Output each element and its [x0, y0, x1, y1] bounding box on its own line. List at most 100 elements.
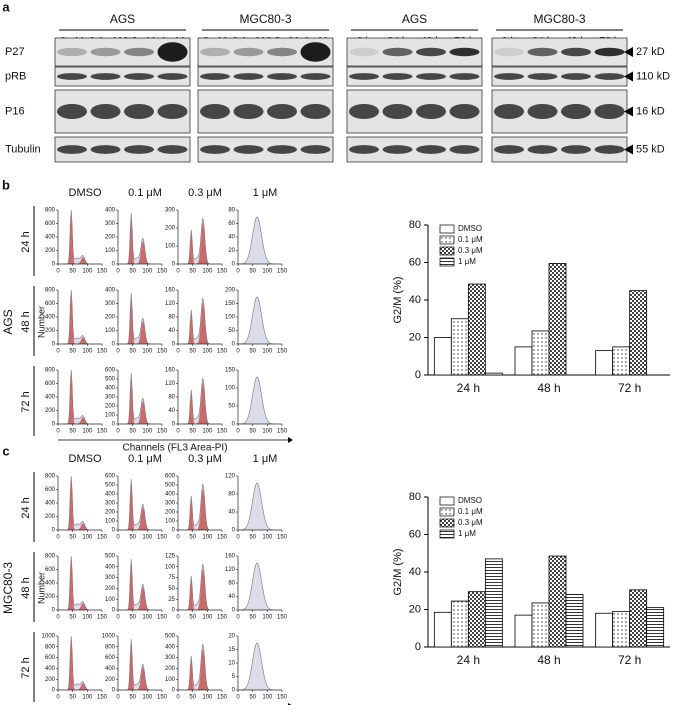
blot-band: [349, 103, 379, 120]
x-tick-label: 50: [129, 615, 136, 621]
y-tick-label: 800: [45, 288, 56, 294]
y-tick-label: 80: [168, 315, 175, 321]
y-tick-label: 80: [228, 581, 235, 587]
y-tick-label: 800: [45, 208, 56, 214]
y-tick-label: 300: [105, 395, 116, 401]
y-tick-label: 100: [225, 386, 236, 392]
x-tick-label: 150: [277, 269, 288, 275]
x-tick-label: 50: [129, 695, 136, 701]
x-tick-label: 50: [69, 429, 76, 435]
histogram-fit: [178, 648, 222, 690]
x-tick-label: 150: [157, 349, 168, 355]
x-tick-label: 100: [262, 535, 273, 541]
legend-label: DMSO: [458, 224, 482, 233]
histogram-envelope: [237, 376, 282, 425]
y-tick-label: 100: [105, 413, 116, 419]
y-tick-label: 200: [105, 235, 116, 241]
blot-band: [594, 47, 625, 57]
bar: [531, 602, 550, 648]
y-tick-label: 500: [105, 377, 116, 383]
y-tick-label: 100: [165, 564, 176, 570]
legend-swatch: [439, 224, 455, 234]
row-label: Tubulin: [5, 143, 41, 155]
bar: [514, 346, 533, 376]
y-tick-label: 200: [165, 666, 176, 672]
y-tick-label: 125: [165, 554, 176, 560]
x-tick-label: 150: [97, 695, 108, 701]
y-tick-label: 0: [112, 422, 116, 428]
blot-band: [449, 47, 480, 57]
y-tick-label: 200: [45, 677, 56, 683]
x-tick-label: 0: [176, 695, 180, 701]
x-tick-label: 150: [277, 349, 288, 355]
x-tick-label: 0: [56, 695, 60, 701]
y-tick-label: 400: [105, 386, 116, 392]
y-tick-label: 50: [228, 404, 235, 410]
bar: [467, 591, 486, 648]
x-tick-label: 100: [262, 429, 273, 435]
x-tick-label: 50: [69, 269, 76, 275]
blot-band: [200, 47, 230, 57]
histogram-envelope: [58, 289, 102, 345]
x-tick-label: 0: [56, 349, 60, 355]
y-tick-label: 0: [172, 262, 176, 268]
histogram-envelope: [237, 216, 282, 265]
x-tick-label: 150: [157, 695, 168, 701]
blot-band: [349, 73, 379, 80]
histogram-fit: [178, 302, 222, 344]
y-tick-label: 40: [168, 408, 175, 414]
y-tick-label: 0: [52, 608, 56, 614]
y-tick-label: 300: [165, 501, 176, 507]
bar: [467, 283, 486, 376]
histogram-axes: [57, 636, 102, 691]
blot-band: [416, 47, 446, 57]
y-tick-label: 400: [105, 666, 116, 672]
size-label: 16 kD: [636, 105, 665, 117]
blot-band: [300, 42, 331, 62]
histogram-axes: [57, 556, 102, 611]
x-tick-label: 150: [97, 429, 108, 435]
blot-band: [527, 73, 558, 80]
y-tick-label: 400: [45, 235, 56, 241]
y-tick-label: 1000: [102, 634, 116, 640]
x-tick-label: 0: [176, 535, 180, 541]
y-tick-label: 15: [228, 647, 235, 653]
y-tick-label: 60: [409, 256, 421, 268]
y-tick-label: 80: [228, 208, 235, 214]
y-tick-label: 100: [105, 328, 116, 334]
x-tick-label: 100: [202, 349, 213, 355]
x-tick-label: 72 h: [618, 653, 641, 667]
x-tick-label: 72 h: [618, 381, 641, 395]
column-header: DMSO: [69, 453, 102, 465]
histogram-axes: [57, 476, 102, 531]
y-tick-label: 300: [105, 221, 116, 227]
blot-band: [157, 73, 188, 80]
x-tick-label: 150: [217, 429, 228, 435]
y-tick-label: 0: [112, 688, 116, 694]
x-tick-label: 100: [82, 535, 93, 541]
x-tick-label: 50: [249, 269, 256, 275]
blot-band: [157, 103, 188, 120]
y-tick-label: 0: [52, 688, 56, 694]
blot-band: [267, 103, 297, 120]
x-tick-label: 100: [82, 429, 93, 435]
column-header: 1 μM: [253, 187, 278, 199]
bar: [484, 372, 503, 376]
x-tick-label: 150: [97, 615, 108, 621]
blot-band: [157, 42, 188, 62]
y-tick-label: 400: [105, 564, 116, 570]
blot-band: [527, 103, 558, 120]
y-tick-label: 160: [165, 368, 176, 374]
histogram-envelope: [58, 635, 102, 691]
blot-band: [594, 103, 625, 120]
x-tick-label: 100: [202, 269, 213, 275]
x-tick-label: 50: [69, 695, 76, 701]
histogram-envelope: [118, 373, 162, 425]
blot-band: [494, 47, 524, 57]
x-tick-label: 150: [157, 535, 168, 541]
blot-band: [527, 47, 558, 57]
y-tick-label: 0: [52, 342, 56, 348]
row-label: 48 h: [20, 577, 32, 598]
x-tick-label: 0: [56, 429, 60, 435]
legend-label: 0.3 μM: [458, 246, 483, 255]
